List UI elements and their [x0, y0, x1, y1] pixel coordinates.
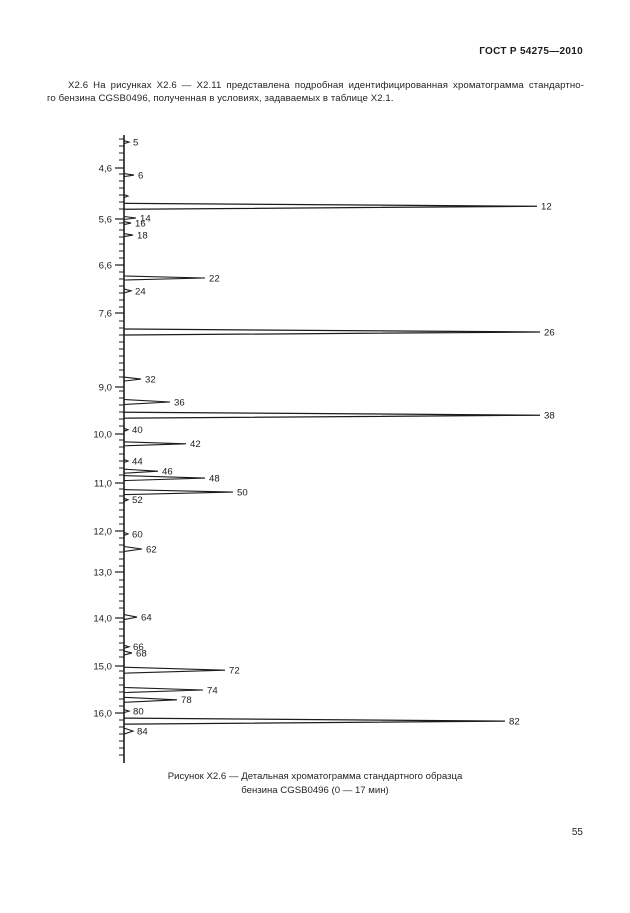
axis-tick-label: 5,6: [99, 214, 112, 225]
peak-label-24: 24: [135, 286, 146, 297]
peak-5: [123, 140, 131, 145]
peak-label-48: 48: [209, 474, 220, 485]
peak-label-80: 80: [133, 707, 144, 718]
peak-label-68: 68: [136, 648, 147, 659]
figure-caption: Рисунок Х2.6 — Детальная хроматограмма с…: [0, 770, 630, 798]
peak-36: [123, 398, 171, 406]
peak-52: [123, 497, 130, 502]
peak-24: [123, 288, 134, 294]
peak-unlabeled: [123, 194, 130, 199]
peak-label-42: 42: [190, 439, 201, 450]
document-header: ГОСТ Р 54275—2010: [479, 46, 583, 57]
body-paragraph-line-2: го бензина CGSB0496, полученная в услови…: [47, 93, 394, 105]
peak-label-18: 18: [137, 231, 148, 242]
peak-60: [123, 531, 130, 536]
peak-68: [123, 650, 133, 656]
axis-tick-label: 4,6: [99, 163, 112, 174]
peak-label-46: 46: [162, 467, 173, 478]
peak-label-82: 82: [509, 716, 520, 727]
axis-tick-label: 6,6: [99, 260, 112, 271]
axis-tick-label: 13,0: [93, 567, 112, 578]
peak-78: [123, 696, 178, 703]
peak-18: [123, 233, 134, 238]
peak-84: [123, 727, 135, 735]
peak-label-36: 36: [174, 397, 185, 408]
peak-label-5: 5: [133, 138, 138, 149]
peak-72: [123, 666, 226, 674]
axis-tick-label: 11,0: [94, 478, 112, 489]
peak-46: [123, 468, 159, 474]
peak-64: [123, 614, 138, 621]
axis-tick-label: 14,0: [93, 613, 112, 624]
peak-26: [123, 328, 541, 336]
peak-label-64: 64: [141, 612, 152, 623]
body-paragraph: Х2.6 На рисунках Х2.6 — Х2.11 представле…: [47, 79, 584, 106]
peak-12: [123, 202, 538, 210]
peak-62: [123, 545, 143, 553]
peak-label-50: 50: [237, 488, 248, 499]
peak-label-6: 6: [138, 171, 143, 182]
figure-caption-line-1: Рисунок Х2.6 — Детальная хроматограмма с…: [167, 771, 463, 782]
axis-tick-label: 7,6: [99, 308, 112, 319]
peak-40: [123, 427, 130, 432]
peak-label-14: 14: [140, 213, 151, 224]
peak-label-12: 12: [541, 202, 552, 213]
peak-44: [123, 458, 130, 464]
peak-50: [123, 489, 234, 496]
peak-38: [123, 411, 541, 419]
figure-caption-line-2: бензина CGSB0496 (0 — 17 мин): [241, 785, 389, 796]
peak-label-66: 66: [133, 642, 144, 653]
page-number: 55: [571, 827, 583, 838]
peak-label-84: 84: [137, 726, 148, 737]
peak-14: [123, 215, 137, 221]
peak-label-52: 52: [132, 495, 143, 506]
axis-tick-label: 16,0: [93, 708, 112, 719]
axis-tick-label: 10,0: [93, 429, 112, 440]
peak-22: [123, 275, 206, 281]
peak-42: [123, 441, 187, 447]
peak-label-44: 44: [132, 456, 143, 467]
axis-tick-label: 15,0: [93, 661, 112, 672]
peak-74: [123, 686, 204, 694]
peak-label-60: 60: [132, 529, 143, 540]
peak-label-72: 72: [229, 666, 240, 677]
peak-label-38: 38: [544, 411, 555, 422]
peak-16: [123, 221, 132, 226]
peak-label-62: 62: [146, 544, 157, 555]
axis-tick-label: 12,0: [93, 526, 112, 537]
peak-label-40: 40: [132, 425, 143, 436]
peak-32: [123, 376, 142, 382]
peak-6: [123, 173, 135, 178]
body-paragraph-line-1: Х2.6 На рисунках Х2.6 — Х2.11 представле…: [68, 80, 584, 91]
peak-48: [123, 475, 206, 482]
peak-label-26: 26: [544, 327, 555, 338]
peak-label-78: 78: [181, 695, 192, 706]
peak-80: [123, 709, 131, 714]
peak-label-32: 32: [145, 374, 156, 385]
axis-tick-label: 9,0: [99, 382, 112, 393]
peak-66: [123, 644, 131, 649]
peak-label-74: 74: [207, 685, 218, 696]
peak-label-16: 16: [135, 219, 146, 230]
peak-label-22: 22: [209, 273, 220, 284]
peak-82: [123, 717, 506, 725]
